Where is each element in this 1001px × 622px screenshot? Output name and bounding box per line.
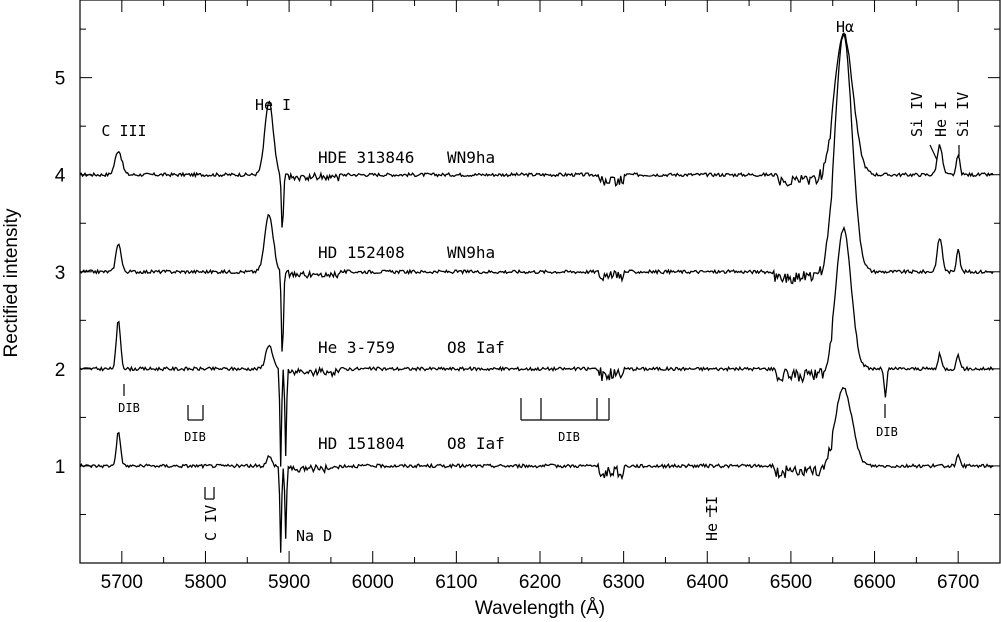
label-dib-4: DIB bbox=[876, 425, 898, 439]
x-tick-label: 6000 bbox=[352, 572, 394, 593]
y-tick-label: 3 bbox=[55, 263, 66, 284]
x-tick-labels: 5700 5800 5900 6000 6100 6200 6300 6400 6500 6600… bbox=[101, 572, 980, 593]
label-he1-b: He I bbox=[932, 101, 950, 137]
spectrum-line bbox=[79, 32, 994, 352]
x-tick-label: 6600 bbox=[853, 572, 895, 593]
x-tick-label: 5700 bbox=[101, 572, 143, 593]
label-nad: Na D bbox=[296, 527, 332, 545]
axis-ticks bbox=[79, 0, 1001, 563]
y-axis-label: Rectified intensity bbox=[1, 208, 22, 357]
star-label-hde313846: HDE 313846 bbox=[318, 148, 414, 167]
line-marker-tick bbox=[929, 144, 938, 161]
label-he1: He I bbox=[255, 96, 291, 114]
spectrum-line bbox=[79, 386, 994, 553]
x-tick-label: 6500 bbox=[770, 572, 812, 593]
y-tick-labels: 1 2 3 4 5 bbox=[55, 69, 66, 478]
sptype-label-hd151804: O8 Iaf bbox=[447, 434, 505, 453]
label-si4-a: Si IV bbox=[908, 92, 926, 137]
plot-frame bbox=[79, 0, 1001, 564]
y-tick-label: 5 bbox=[55, 69, 66, 90]
sptype-label-hde313846: WN9ha bbox=[447, 148, 495, 167]
x-tick-label: 5800 bbox=[184, 572, 226, 593]
x-tick-label: 6200 bbox=[519, 572, 561, 593]
label-dib-1: DIB bbox=[118, 401, 140, 415]
sptype-label-hd152408: WN9ha bbox=[447, 243, 495, 262]
label-dib-3: DIB bbox=[558, 430, 580, 444]
label-si4-b: Si IV bbox=[954, 92, 972, 137]
x-tick-label: 5900 bbox=[268, 572, 310, 593]
x-axis-label: Wavelength (Å) bbox=[475, 598, 605, 619]
sptype-label-he3-759: O8 Iaf bbox=[447, 338, 505, 357]
y-tick-label: 4 bbox=[55, 166, 66, 187]
x-tick-label: 6400 bbox=[686, 572, 728, 593]
star-label-he3-759: He 3-759 bbox=[318, 338, 395, 357]
label-c4: C IV bbox=[202, 505, 220, 541]
spectrum-line bbox=[79, 225, 994, 467]
label-dib-2: DIB bbox=[184, 430, 206, 444]
star-label-hd151804: HD 151804 bbox=[318, 434, 405, 453]
spectra-series bbox=[79, 32, 994, 553]
star-label-hd152408: HD 152408 bbox=[318, 243, 405, 262]
x-tick-label: 6100 bbox=[435, 572, 477, 593]
label-c3: C III bbox=[101, 122, 146, 140]
label-he2: He II bbox=[703, 496, 721, 541]
label-halpha: Hα bbox=[836, 18, 854, 36]
line-markers bbox=[123, 144, 960, 517]
x-tick-label: 6700 bbox=[937, 572, 979, 593]
x-tick-label: 6300 bbox=[602, 572, 644, 593]
y-tick-label: 2 bbox=[55, 360, 66, 381]
y-tick-label: 1 bbox=[55, 457, 66, 478]
